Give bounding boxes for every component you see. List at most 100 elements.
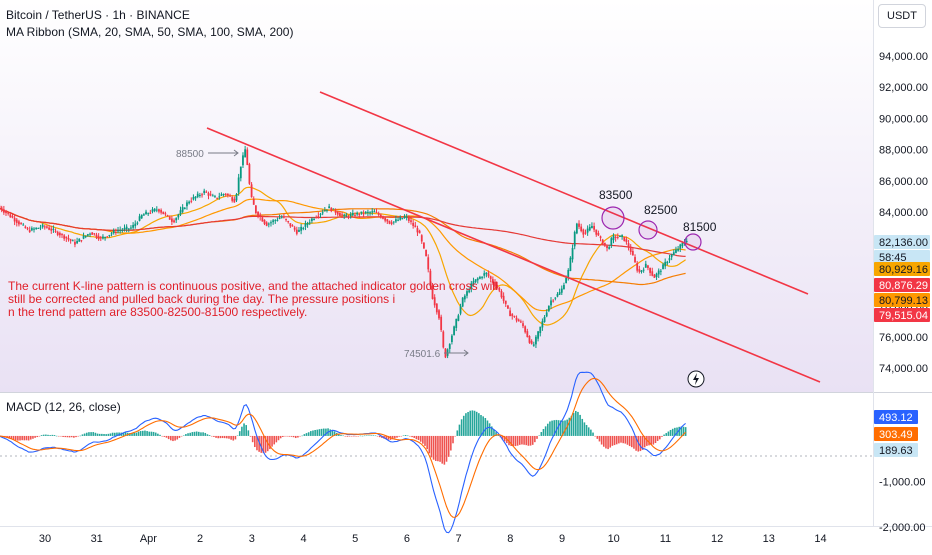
candle-body [537,331,539,338]
candle-body [257,212,259,216]
macd-histogram-bar [140,431,142,436]
candle-body [292,225,294,226]
macd-histogram-bar [525,436,527,445]
macd-histogram-bar [551,421,553,436]
candle-body [401,218,403,219]
macd-histogram-bar [75,436,77,437]
macd-histogram-bar [372,435,374,436]
macd-histogram-bar [39,436,41,437]
candle-body [277,220,279,221]
candle-body [600,236,602,237]
macd-legend[interactable]: MACD (12, 26, close) [6,400,121,414]
macd-histogram-bar [588,427,590,436]
currency-button[interactable]: USDT [878,4,926,28]
candle-body [604,243,606,246]
candle-body [165,213,167,214]
macd-histogram-bar [62,436,64,437]
candle-body [645,264,647,268]
macd-histogram-bar [36,436,38,437]
macd-histogram-bar [573,413,575,436]
macd-histogram-bar [174,436,176,441]
macd-histogram-bar [168,436,170,439]
macd-histogram-bar [461,419,463,436]
candle-body [285,219,287,220]
macd-histogram-bar [17,436,19,441]
macd-histogram-bar [196,431,198,435]
symbol-legend[interactable]: Bitcoin / TetherUS · 1h · BINANCE [6,8,190,22]
ma-ribbon-legend[interactable]: MA Ribbon (SMA, 20, SMA, 50, SMA, 100, S… [6,25,293,39]
macd-histogram-bar [601,436,603,445]
macd-histogram-bar [211,436,213,437]
candle-body [225,194,227,195]
macd-histogram-bar [592,433,594,436]
candle-body [406,217,408,218]
candle-body [425,250,427,256]
candle-body [180,210,182,214]
candle-body [177,215,179,218]
time-tick-label: 31 [91,533,103,545]
candle-body [72,240,74,241]
candle-body [623,237,625,241]
candle-body [386,219,388,221]
candle-body [87,234,89,235]
resistance-circle[interactable] [685,234,701,250]
resistance-label-82500: 82500 [644,203,678,217]
macd-histogram-bar [422,436,424,444]
candle-body [313,219,315,220]
candle-body [93,233,95,234]
high-marker-label: 88500 [176,149,204,160]
macd-histogram-bar [586,425,588,436]
resistance-circle[interactable] [602,207,624,229]
macd-histogram-bar [431,436,433,457]
macd-histogram-bar [670,430,672,436]
time-tick-label: 7 [456,533,462,545]
macd-histogram-bar [521,436,523,445]
price-badge-label: 80,876.29 [879,280,928,292]
macd-histogram-bar [43,435,45,436]
macd-histogram-bar [413,436,415,438]
candle-body [621,235,623,237]
macd-histogram-bar [581,419,583,436]
candle-body [83,236,85,239]
macd-histogram-bar [202,432,204,436]
candle-body [171,219,173,222]
macd-histogram-bar [476,412,478,436]
flash-icon[interactable] [688,371,704,387]
candle-body [7,213,9,214]
macd-histogram-bar [47,435,49,436]
candle-body [533,344,535,345]
candle-body [193,197,195,199]
price-tick-label: 90,000.00 [879,113,928,125]
macd-tick-label: -2,000.00 [879,522,925,534]
macd-histogram-bar [183,435,185,436]
macd-histogram-bar [30,436,32,440]
candle-body [333,208,335,209]
macd-histogram-bar [672,429,674,436]
macd-histogram-bar [64,436,66,437]
resistance-circle[interactable] [639,221,657,239]
candle-body [96,235,98,238]
macd-histogram-bar [478,413,480,436]
candle-body [169,217,171,220]
macd-histogram-bar [541,432,543,436]
analysis-annotation[interactable]: The current K-line pattern is continuous… [8,280,508,319]
macd-histogram-bar [56,436,58,437]
macd-histogram-bar [653,436,655,445]
macd-histogram-bar [360,436,362,437]
candle-body [216,198,218,199]
candle-body [587,229,589,233]
macd-histogram-bar [454,436,456,437]
candle-body [31,228,33,230]
macd-histogram-bar [301,436,303,437]
candle-body [417,228,419,232]
candle-body [158,209,160,211]
candle-body [59,233,61,235]
macd-histogram-bar [549,421,551,435]
candle-body [518,320,520,322]
macd-histogram-bar [416,436,418,439]
candle-body [12,216,14,217]
macd-histogram-bar [271,436,273,447]
macd-histogram-bar [663,435,665,436]
